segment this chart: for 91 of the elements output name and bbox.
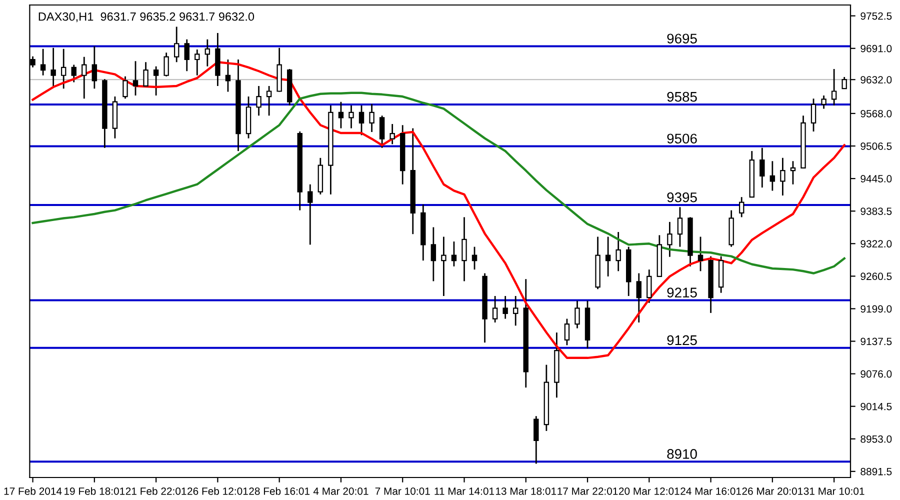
y-tick-label: 9506.5 [860,142,892,150]
candlestick [379,114,385,149]
candlestick [616,231,621,272]
candlestick [760,147,765,188]
y-tick-label: 9383.5 [860,208,892,215]
candlestick [369,103,374,133]
x-tick-label: 17 Feb 2014 [4,487,62,495]
candlestick [308,184,313,246]
candlestick [132,60,138,96]
x-tick-label: 26 Mar 20:01 [742,487,803,495]
candlestick [574,300,580,329]
candlestick [739,196,744,218]
text: DAX30,H1 9631.7 9635.2 9631.7 9632.0 [38,12,254,22]
candlestick [122,76,128,100]
candlestick [40,48,46,76]
x-tick-label: 26 Feb 12:01 [188,487,248,495]
x-tick-label: 21 Feb 22:01 [126,487,186,495]
y-tick-label: 9445.0 [860,175,892,182]
candlestick [698,236,704,272]
y-tick-label: 8953.0 [860,435,892,443]
y-tick-label: 9752.5 [860,12,892,20]
x-tick-label: 24 Mar 16:01 [680,487,741,495]
ref-line-label: 8910 [667,449,697,459]
candlestick [50,47,56,87]
ref-line-label: 9695 [667,34,697,44]
candlestick [441,236,446,297]
candlestick [430,226,436,282]
y-tick-label: 8891.5 [860,468,892,476]
candlestick [256,85,262,116]
candlestick [810,98,816,132]
y-tick-label: 9322.0 [860,240,892,248]
candlestick [790,160,796,186]
candlestick [462,216,467,282]
candlestick [338,101,344,129]
x-tick-label: 11 Mar 14:01 [434,487,494,495]
candlestick [472,246,478,270]
candlestick [390,123,395,145]
candlestick [92,46,98,90]
y-tick-label: 9199.0 [860,305,892,313]
candlestick [667,221,672,258]
candlestick [512,295,518,326]
candlestick [636,272,642,324]
x-tick-label: 19 Feb 18:01 [64,487,125,495]
candlestick [82,56,87,100]
candlestick [842,76,847,90]
x-tick-label: 31 Mar 10:01 [804,487,864,495]
candlestick [71,64,76,83]
candlestick [780,157,786,196]
y-tick-label: 9632.0 [860,76,892,84]
x-tick-label: 28 Feb 16:01 [249,487,310,495]
line-series [32,61,846,360]
candlestick [831,68,837,106]
candlestick [184,38,190,72]
candlestick [266,85,272,116]
candlestick [534,415,539,464]
x-tick-label: 7 Mar 10:01 [375,487,430,495]
candlestick [204,38,210,68]
ref-line-label: 9506 [667,134,697,144]
candlestick [564,318,570,346]
candlestick [358,104,364,136]
candlestick [646,268,652,304]
candlestick [770,160,776,192]
ref-line-label: 9585 [667,92,697,102]
x-tick-label: 17 Mar 22:01 [558,487,618,495]
y-tick-label: 9137.5 [860,338,892,346]
line-series [32,92,846,274]
y-tick-label: 9568.0 [860,110,892,118]
candlestick [60,48,66,90]
candlestick [605,236,611,278]
candlestick [677,206,683,248]
y-tick-label: 9691.0 [860,44,892,52]
candlestick [143,61,148,88]
candlestick [451,240,457,268]
candlestick [153,66,159,96]
candlestick [225,58,231,92]
candlestick [502,295,508,320]
candlestick [348,104,354,129]
y-tick-label: 9260.5 [860,272,892,280]
y-tick-label: 9014.5 [860,402,892,410]
candlestick [821,94,826,110]
candlestick [174,26,180,63]
ref-line-label: 9215 [667,288,697,298]
candlestick [194,48,200,76]
ref-line-label: 9125 [667,335,697,346]
candlestick [164,52,169,78]
ref-line-label: 9395 [667,192,697,202]
x-tick-label: 4 Mar 20:01 [313,487,368,495]
x-tick-label: 20 Mar 12:01 [618,487,680,495]
candlestick [492,295,498,324]
y-tick-label: 9076.0 [860,370,892,378]
x-tick-label: 13 Mar 18:01 [496,487,556,495]
